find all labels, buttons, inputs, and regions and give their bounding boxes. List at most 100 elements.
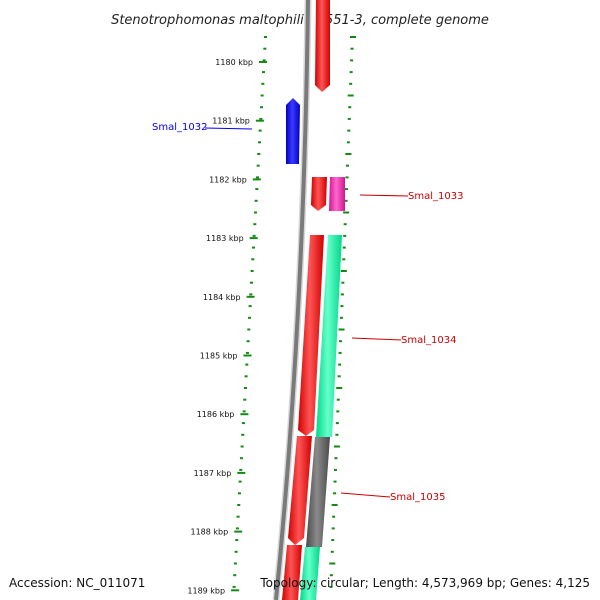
guide-dot [245, 363, 249, 366]
guide-dot [233, 574, 237, 577]
guide-dot [333, 468, 337, 471]
gene-labels: Smal_1032 Smal_1033 Smal_1034 Smal_1035 [152, 122, 463, 503]
guide-dot [238, 480, 242, 483]
guide-dot [249, 281, 253, 284]
guide-dot [343, 234, 347, 237]
guide-dot [345, 153, 352, 155]
guide-dot [249, 293, 253, 296]
guide-dot [245, 351, 249, 354]
guide-dot [333, 480, 337, 483]
guide-dot [329, 574, 333, 577]
guide-dot [349, 82, 353, 85]
cds-red-1187 [288, 436, 312, 545]
guide-dot [233, 562, 237, 565]
guide-dot [232, 585, 236, 588]
topology-label: Topology: circular; Length: 4,573,969 bp… [260, 576, 590, 590]
guide-dot [241, 422, 245, 425]
guide-dot [247, 316, 251, 319]
guide-dot [350, 47, 354, 50]
guide-dot [343, 223, 347, 226]
guide-dot [251, 258, 255, 261]
guide-dot [331, 504, 338, 506]
guide-dot [345, 188, 349, 191]
scale-tick-label: 1189 kbp [187, 586, 225, 595]
guide-dot [235, 539, 239, 542]
guide-dot [331, 539, 335, 542]
guide-dot [329, 585, 333, 588]
guide-dot [334, 457, 338, 460]
scale-tick-label: 1183 kbp [206, 234, 244, 243]
guide-dot [258, 129, 262, 132]
guide-dot [243, 398, 247, 401]
guide-dot [260, 94, 264, 97]
guide-dot [248, 305, 252, 308]
guide-dot [243, 387, 247, 389]
guide-dot [244, 375, 248, 378]
guide-dot [336, 398, 340, 401]
guide-dot [252, 234, 256, 237]
guide-dot [242, 410, 246, 413]
guide-dot [335, 422, 339, 425]
guide-dot [264, 36, 267, 38]
cds-smal-1033 [329, 177, 345, 211]
guide-dot [338, 351, 342, 354]
guide-dot [343, 211, 350, 214]
guide-dot [339, 340, 343, 343]
guide-dot [338, 328, 345, 331]
guide-dot [347, 94, 354, 97]
guide-dot [257, 141, 261, 144]
gene-label-smal-1035: Smal_1035 [390, 492, 445, 503]
guide-dot [250, 270, 254, 272]
guide-dot [341, 281, 345, 284]
guide-dot [240, 445, 244, 448]
right-guide-dots [329, 36, 356, 588]
guide-dot [330, 550, 334, 553]
cds-smal-1035 [306, 437, 330, 547]
guide-dot [333, 445, 340, 448]
guide-dot [349, 71, 353, 74]
guide-dot [350, 36, 356, 38]
guide-dot [337, 375, 341, 378]
guide-dot [247, 328, 251, 331]
guide-dot [263, 47, 267, 50]
guide-dot [235, 527, 239, 530]
cds-red-top [315, 0, 330, 92]
guide-dot [346, 141, 350, 144]
guide-dot [345, 164, 349, 167]
leader-smal-1033 [359, 194, 409, 197]
guide-dot [338, 363, 342, 366]
guide-dot [347, 129, 351, 132]
guide-dot [340, 270, 347, 272]
gene-label-smal-1033: Smal_1033 [408, 191, 463, 202]
leader-smal-1032 [204, 127, 253, 130]
guide-dot [340, 305, 344, 308]
guide-dot [335, 433, 339, 436]
guide-dot [262, 59, 266, 62]
guide-dot [261, 82, 265, 85]
guide-dot [342, 258, 346, 261]
scale-tick-label: 1185 kbp [200, 352, 238, 361]
genome-backbone-core [274, 0, 310, 600]
guide-dot [347, 117, 351, 120]
guide-dot [348, 106, 352, 109]
guide-dot [239, 468, 243, 471]
guide-dot [246, 340, 250, 343]
guide-dot [257, 153, 261, 155]
guide-dot [350, 59, 354, 62]
cds-features [282, 0, 345, 600]
guide-dot [254, 199, 258, 202]
guide-dot [339, 316, 343, 319]
scale-ticks: 1180 kbp 1181 kbp 1182 kbp 1183 kbp 1184 kbp… [187, 58, 267, 595]
gene-label-smal-1032: Smal_1032 [152, 122, 207, 133]
guide-dot [345, 176, 349, 179]
guide-dot [253, 211, 257, 214]
leader-smal-1034 [351, 337, 402, 341]
guide-dot [336, 387, 343, 389]
scale-tick-label: 1180 kbp [215, 58, 253, 67]
guide-dot [241, 433, 245, 436]
scale-tick-label: 1186 kbp [197, 410, 235, 419]
guide-dot [329, 562, 336, 565]
cds-red-1183 [298, 235, 324, 436]
guide-dot [237, 492, 241, 495]
